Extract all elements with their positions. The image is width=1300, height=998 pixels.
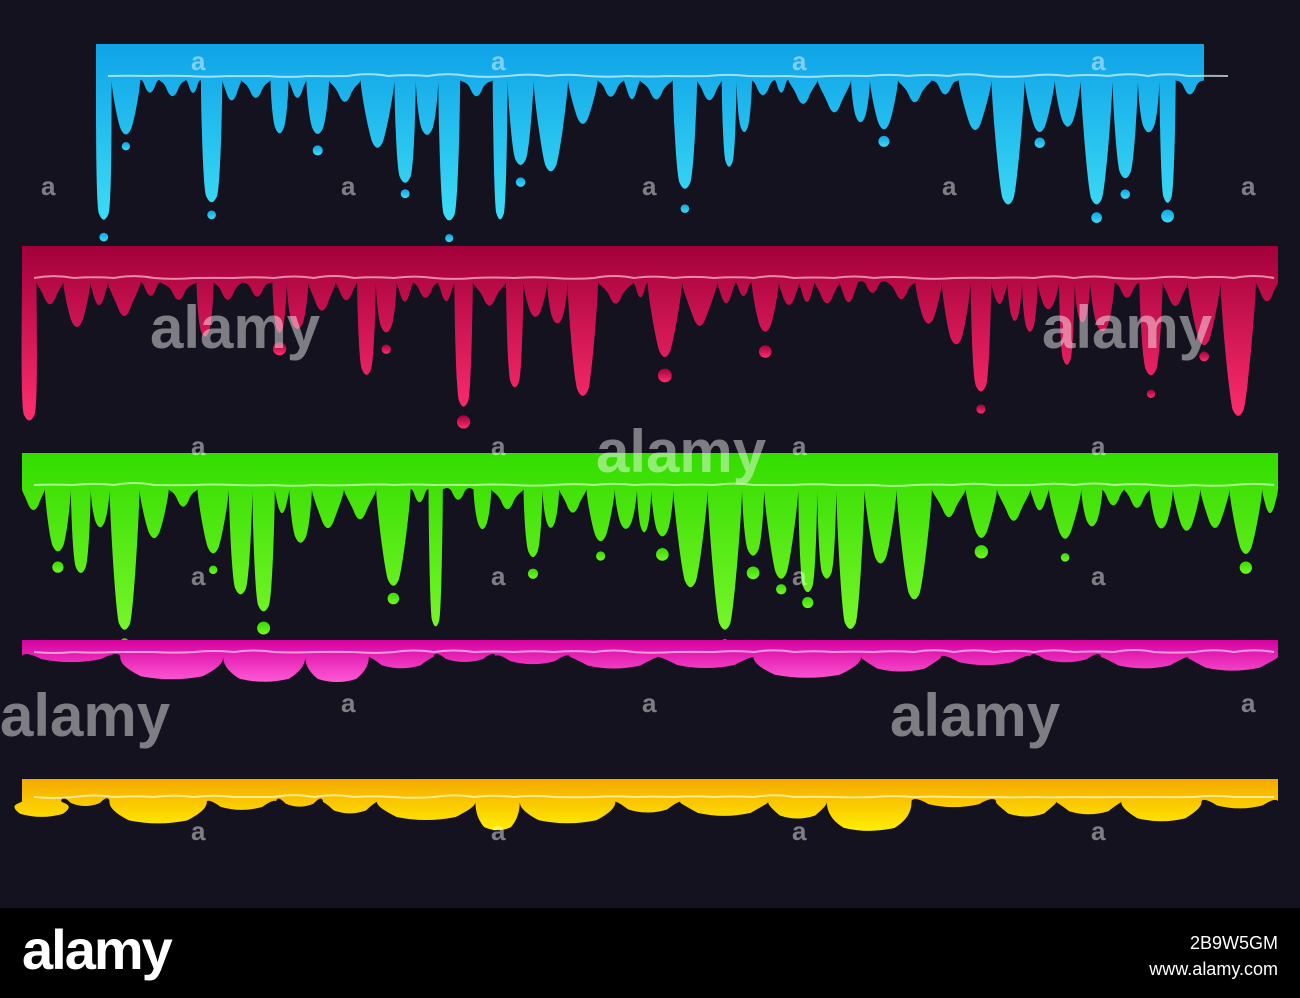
drip-shape (21, 640, 1279, 683)
watermark-letter: a (1241, 688, 1256, 718)
drip-droplet (272, 342, 287, 356)
watermark-word: alamy (150, 294, 321, 361)
red-drip-strip (21, 246, 1278, 429)
watermark-letter: a (1091, 431, 1106, 461)
drip-droplet (596, 551, 606, 561)
watermark-letter: a (792, 431, 807, 461)
drip-droplet (656, 548, 669, 561)
watermark-letter: a (191, 431, 206, 461)
watermark-letter: a (341, 171, 356, 201)
watermark-word: alamy (890, 682, 1061, 749)
footer-meta: 2B9W5GM www.alamy.com (1149, 930, 1278, 982)
watermark-letter: a (792, 816, 807, 846)
drip-droplet (381, 344, 391, 354)
drip-droplet (1161, 209, 1174, 223)
watermark-letter: a (491, 816, 506, 846)
watermark-word: alamy (1042, 294, 1213, 361)
drip-droplet (1034, 137, 1045, 148)
watermark-letter: a (41, 171, 56, 201)
drip-droplet (387, 592, 400, 605)
drip-droplet (974, 545, 989, 559)
drip-droplet (207, 210, 216, 220)
drip-droplet (312, 145, 323, 156)
watermark-layer: alamy alamy alamy alamy alamy a a a a a … (0, 46, 1256, 846)
green-drip-strip (22, 453, 1278, 652)
watermark-letter: a (792, 561, 807, 591)
pink-drip-strip (21, 640, 1279, 683)
watermark-letter: a (191, 816, 206, 846)
drip-droplet (657, 368, 672, 383)
footer-bar: alamy 2B9W5GM www.alamy.com (0, 908, 1300, 998)
drip-highlight (33, 275, 1275, 280)
drip-droplet (257, 621, 271, 635)
watermark-letter: a (942, 171, 957, 201)
drip-shape (22, 453, 1278, 630)
drip-droplet (758, 345, 772, 358)
drip-droplet (1146, 389, 1156, 399)
watermark-letter: a (642, 171, 657, 201)
drip-droplet (527, 568, 539, 579)
drip-droplet (52, 561, 64, 573)
drip-shape (14, 779, 1278, 831)
watermark-letter: a (1241, 171, 1256, 201)
drip-droplet (445, 234, 454, 243)
footer-logo: alamy (22, 918, 173, 981)
drip-droplet (1120, 189, 1131, 199)
drip-droplet (456, 415, 471, 429)
drip-shape (95, 44, 1205, 221)
drip-droplet (680, 204, 690, 213)
watermark-letter: a (191, 46, 206, 76)
drip-droplet (1199, 351, 1210, 362)
watermark-letter: a (1091, 816, 1106, 846)
drip-highlight (107, 73, 1229, 78)
drip-shape (21, 246, 1278, 421)
watermark-letter: a (191, 561, 206, 591)
drip-droplet (776, 584, 787, 595)
watermark-letter: a (642, 688, 657, 718)
slime-drips-artwork: alamy alamy alamy alamy alamy a a a a a … (0, 44, 1279, 846)
watermark-letter: a (491, 46, 506, 76)
watermark-word: alamy (596, 418, 767, 485)
watermark-letter: a (491, 561, 506, 591)
blue-drip-strip (95, 44, 1229, 243)
watermark-letter: a (491, 431, 506, 461)
watermark-letter: a (1091, 46, 1106, 76)
drip-highlight (33, 482, 1275, 487)
drip-highlight (33, 649, 1275, 654)
watermark-word: alamy (0, 682, 171, 749)
drip-droplet (99, 232, 109, 242)
drip-droplet (1091, 212, 1102, 223)
watermark-letter: a (792, 46, 807, 76)
drip-droplet (515, 177, 526, 187)
drip-droplet (746, 566, 760, 580)
drip-droplet (1060, 553, 1070, 562)
drip-droplet (208, 565, 218, 575)
drip-droplet (878, 135, 890, 147)
drip-droplet (121, 142, 131, 151)
watermark-letter: a (341, 688, 356, 718)
drip-highlight (33, 794, 1275, 799)
drip-droplet (400, 189, 410, 199)
watermark-letter: a (1091, 561, 1106, 591)
drip-droplet (802, 596, 814, 609)
drip-droplet (1239, 561, 1252, 574)
image-id: 2B9W5GM (1189, 933, 1278, 953)
drip-droplet (976, 404, 986, 414)
yellow-drip-strip (14, 779, 1278, 831)
site-url: www.alamy.com (1149, 959, 1278, 979)
